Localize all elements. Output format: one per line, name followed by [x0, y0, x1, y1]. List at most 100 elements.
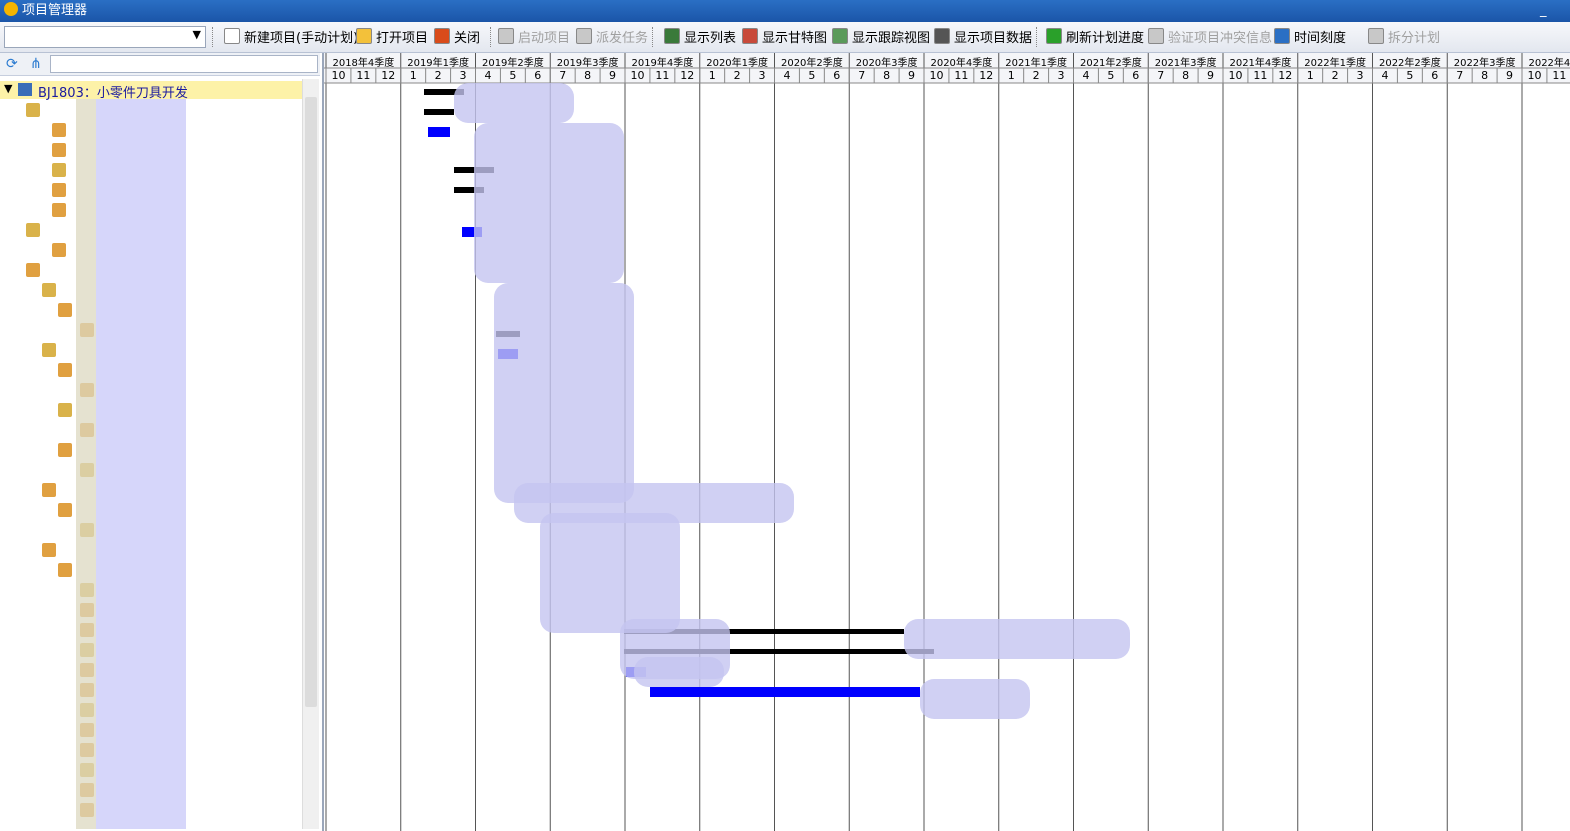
tree-node-icon[interactable]: [42, 343, 56, 357]
search-box[interactable]: [50, 55, 318, 73]
month-label: 10: [929, 69, 943, 82]
quarter-label: 2021年1季度: [1005, 56, 1067, 69]
tree-node-icon[interactable]: [52, 163, 66, 177]
quarter-label: 2020年3季度: [856, 56, 918, 69]
button-icon: [664, 28, 680, 44]
toolbar-button[interactable]: 新建项目(手动计划): [224, 28, 358, 46]
tree-root-label: BJ1803：小零件刀具开发: [38, 86, 188, 101]
month-label: 3: [1058, 69, 1065, 82]
gantt-chart: 2018年4季度 10 11 12 2019年1季度 1 2 3 2019年2季度 4 5 6 2019…: [324, 53, 1570, 831]
month-label: 12: [1278, 69, 1292, 82]
task-bar: [454, 187, 484, 193]
button-label: 显示跟踪视图: [852, 31, 931, 46]
month-label: 10: [331, 69, 345, 82]
tree-node-icon[interactable]: [58, 503, 72, 517]
task-bar: [424, 109, 454, 115]
tree-node-icon[interactable]: [52, 203, 66, 217]
toolbar: ▼ 新建项目(手动计划) 打开项目 关闭 启动项目 派发任务 显示列表 显示甘特图 显示跟踪视…: [0, 22, 1570, 53]
month-label: 11: [1253, 69, 1267, 82]
button-label: 显示项目数据: [954, 31, 1033, 46]
toolbar-button[interactable]: 关闭: [434, 28, 480, 46]
button-label: 关闭: [454, 31, 481, 46]
tree-root-row[interactable]: ▼ BJ1803：小零件刀具开发: [0, 81, 302, 101]
month-label: 6: [833, 69, 840, 82]
button-icon: [1368, 28, 1384, 44]
tree-node-icon[interactable]: [26, 263, 40, 277]
button-icon: [1046, 28, 1062, 44]
toolbar-button[interactable]: 显示列表: [664, 28, 736, 46]
month-label: 7: [1456, 69, 1463, 82]
month-label: 12: [381, 69, 395, 82]
button-label: 验证项目冲突信息: [1168, 31, 1273, 46]
project-icon: [18, 83, 32, 96]
month-label: 7: [858, 69, 865, 82]
quarter-label: 2019年4季度: [631, 56, 693, 69]
month-label: 2: [734, 69, 741, 82]
obscured-region: [76, 99, 186, 829]
tree-node-icon[interactable]: [58, 563, 72, 577]
month-label: 11: [356, 69, 370, 82]
tree-node-icon[interactable]: [42, 543, 56, 557]
obscured-region: [634, 657, 724, 687]
tree-node-icon[interactable]: [26, 103, 40, 117]
tree-node-icon[interactable]: [58, 443, 72, 457]
tree-node-icon[interactable]: [52, 183, 66, 197]
button-icon: [498, 28, 514, 44]
quarter-label: 2022年2季度: [1379, 56, 1441, 69]
tree-node-icon[interactable]: [42, 483, 56, 497]
toolbar-button[interactable]: 刷新计划进度: [1046, 28, 1144, 46]
scrollbar[interactable]: [302, 79, 319, 829]
toolbar-button[interactable]: 启动项目: [498, 28, 570, 46]
toolbar-button[interactable]: 显示项目数据: [934, 28, 1032, 46]
obscured-region: [474, 123, 624, 283]
month-label: 8: [1481, 69, 1488, 82]
toolbar-button[interactable]: 显示跟踪视图: [832, 28, 930, 46]
button-icon: [356, 28, 372, 44]
month-label: 10: [1228, 69, 1242, 82]
month-label: 8: [584, 69, 591, 82]
month-label: 3: [759, 69, 766, 82]
toolbar-button[interactable]: 显示甘特图: [742, 28, 827, 46]
combo-arrow: ▼: [192, 28, 201, 41]
tree-node-icon[interactable]: [26, 223, 40, 237]
tree-node-icon[interactable]: [52, 123, 66, 137]
month-label: 6: [1132, 69, 1139, 82]
refresh-tree-button[interactable]: ⟳: [6, 56, 18, 72]
tree-toolbar: ⟳ ⋔: [0, 53, 320, 76]
month-label: 8: [883, 69, 890, 82]
month-label: 11: [1552, 69, 1566, 82]
quarter-label: 2018年4季度: [332, 56, 394, 69]
button-icon: [742, 28, 758, 44]
toolbar-button[interactable]: 打开项目: [356, 28, 428, 46]
button-label: 派发任务: [596, 31, 649, 46]
tree-node-icon[interactable]: [42, 283, 56, 297]
month-label: 5: [509, 69, 516, 82]
tree-node-icon[interactable]: [58, 403, 72, 417]
month-label: 5: [808, 69, 815, 82]
task-bar: [650, 687, 920, 697]
tree-node-icon[interactable]: [58, 303, 72, 317]
toolbar-button[interactable]: 验证项目冲突信息: [1148, 28, 1272, 46]
tree-node-icon[interactable]: [52, 143, 66, 157]
separator: [652, 27, 654, 47]
button-label: 启动项目: [518, 31, 571, 46]
month-label: 2: [1033, 69, 1040, 82]
minimize-button[interactable]: _: [1540, 3, 1547, 18]
expand-tree-button[interactable]: ⋔: [30, 56, 42, 72]
month-label: 1: [410, 69, 417, 82]
month-label: 6: [1431, 69, 1438, 82]
obscured-region: [494, 283, 634, 503]
quarter-label: 2019年2季度: [482, 56, 544, 69]
button-icon: [434, 28, 450, 44]
tree-node-icon[interactable]: [52, 243, 66, 257]
toolbar-button[interactable]: 时间刻度: [1274, 28, 1346, 46]
month-label: 3: [1357, 69, 1364, 82]
toolbar-button[interactable]: 拆分计划: [1368, 28, 1440, 46]
quarter-label: 2020年1季度: [706, 56, 768, 69]
month-label: 2: [435, 69, 442, 82]
project-combo[interactable]: ▼: [4, 26, 206, 48]
tree-node-icon[interactable]: [58, 363, 72, 377]
button-icon: [224, 28, 240, 44]
toolbar-button[interactable]: 派发任务: [576, 28, 648, 46]
